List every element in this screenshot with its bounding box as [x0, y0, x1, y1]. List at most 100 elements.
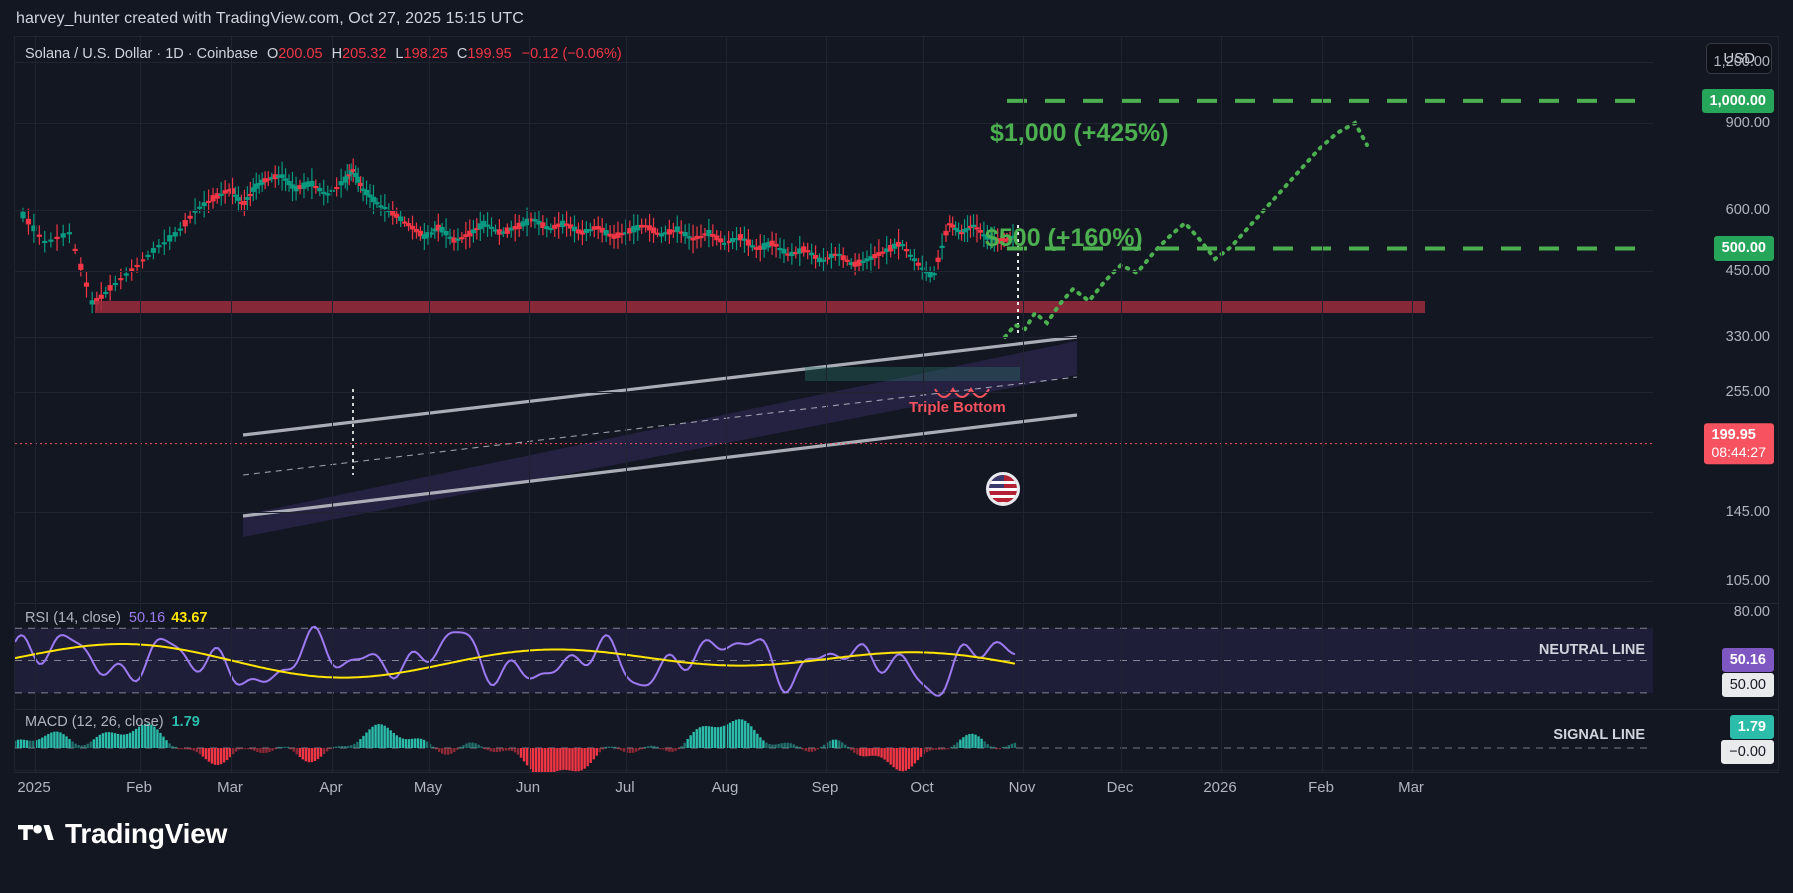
price-plot-area[interactable]: $1,000 (+425%) $500 (+160%) Triple Botto…	[15, 37, 1653, 602]
price-axis-label: 900.00	[1725, 115, 1770, 132]
macd-axis[interactable]: 1.79 −0.00	[1653, 710, 1778, 772]
vertical-gridline	[332, 710, 333, 772]
horizontal-gridline	[15, 209, 1653, 211]
vertical-gridline	[529, 710, 530, 772]
vertical-gridline	[826, 604, 827, 709]
vertical-gridline	[826, 37, 827, 602]
vertical-gridline	[826, 710, 827, 772]
symbol-legend: Solana / U.S. Dollar · 1D · Coinbase O200…	[25, 46, 622, 62]
vertical-gridline	[429, 37, 430, 602]
time-axis-label: Sep	[811, 779, 839, 796]
time-axis-label: Mar	[1398, 779, 1424, 796]
legend-sep-1: ·	[152, 46, 166, 62]
vertical-gridline	[1121, 710, 1122, 772]
rsi-plot-area[interactable]: NEUTRAL LINE	[15, 604, 1653, 709]
rsi-value: 50.16	[128, 610, 166, 626]
horizontal-gridline	[15, 62, 1653, 64]
chart-frame: $1,000 (+425%) $500 (+160%) Triple Botto…	[14, 36, 1779, 772]
vertical-gridline	[1412, 604, 1413, 709]
horizontal-gridline	[15, 511, 1653, 513]
vertical-gridline	[626, 37, 627, 602]
tradingview-logo[interactable]: TradingView	[18, 818, 227, 850]
price-axis-label: 600.00	[1725, 201, 1770, 218]
attribution-text: harvey_hunter created with TradingView.c…	[16, 10, 524, 27]
rsi-axis[interactable]: 80.00 50.16 50.00	[1653, 604, 1778, 709]
price-axis-label: 450.00	[1725, 262, 1770, 279]
horizontal-gridline	[15, 336, 1653, 338]
price-axis[interactable]: USD 1,200.00 900.00 600.00 450.00 330.00 255.…	[1653, 37, 1778, 602]
macd-value-badge: 1.79	[1729, 714, 1774, 740]
currency-button[interactable]: USD	[1706, 43, 1772, 74]
rsi-pane: NEUTRAL LINE 80.00 50.16 50.00 RSI (14, cl…	[15, 603, 1778, 709]
vertical-gridline	[1412, 37, 1413, 602]
vertical-gridline	[35, 710, 36, 772]
macd-plot-area[interactable]: SIGNAL LINE	[15, 710, 1653, 772]
macd-level-badge: −0.00	[1721, 739, 1774, 765]
time-axis-label: Oct	[910, 779, 934, 796]
price-badge: 500.00	[1713, 236, 1774, 261]
time-axis-label: Nov	[1008, 779, 1036, 796]
horizontal-gridline	[15, 270, 1653, 272]
macd-legend: MACD (12, 26, close) 1.79	[25, 714, 200, 730]
price-drawings	[15, 98, 1653, 537]
horizontal-gridline	[15, 391, 1653, 393]
time-axis-label: 2026	[1203, 779, 1237, 796]
vertical-gridline	[923, 710, 924, 772]
vertical-gridline	[923, 37, 924, 602]
macd-pane: SIGNAL LINE 1.79 −0.00 MACD (12, 26, clos…	[15, 709, 1778, 772]
change-value: −0.12 (−0.06%)	[521, 46, 622, 62]
high-value: 205.32	[342, 46, 387, 62]
price-axis-label: 145.00	[1725, 503, 1770, 520]
vertical-gridline	[140, 37, 141, 602]
us-flag-event-icon[interactable]	[986, 472, 1020, 506]
rsi-axis-label: 80.00	[1733, 604, 1770, 621]
triple-bottom-zone	[805, 367, 1020, 398]
rsi-title[interactable]: RSI (14, close)	[25, 610, 121, 626]
projection-path	[1003, 120, 1369, 339]
vertical-gridline	[1121, 37, 1122, 602]
close-key: C	[456, 46, 468, 62]
price-badge: 199.95 08:44:27	[1703, 422, 1774, 465]
time-axis-label: Jun	[515, 779, 541, 796]
macd-histogram	[15, 719, 1017, 772]
time-axis-label: Aug	[711, 779, 739, 796]
vertical-gridline	[1121, 604, 1122, 709]
rsi-legend: RSI (14, close) 50.16 43.67	[25, 610, 208, 626]
time-axis[interactable]: 2025 Feb Mar Apr May Jun Jul Aug Sep Oct Nov Dec 202…	[14, 772, 1779, 807]
macd-signal-line-label: SIGNAL LINE	[1553, 727, 1645, 743]
time-axis-label: Mar	[217, 779, 243, 796]
rsi-level-badge: 50.00	[1721, 673, 1774, 698]
triple-bottom-label: Triple Bottom	[909, 399, 1006, 416]
ascending-channel	[242, 335, 1078, 537]
symbol-name[interactable]: Solana / U.S. Dollar	[25, 46, 153, 62]
vertical-gridline	[923, 604, 924, 709]
close-value: 199.95	[467, 46, 512, 62]
vertical-gridline	[726, 604, 727, 709]
vertical-gridline	[1221, 710, 1222, 772]
interval-label[interactable]: 1D	[165, 46, 184, 62]
rsi-drawings	[15, 625, 1653, 697]
rsi-neutral-line-label: NEUTRAL LINE	[1538, 642, 1645, 658]
vertical-gridline	[626, 604, 627, 709]
tradingview-wordmark: TradingView	[65, 818, 228, 849]
time-axis-label: Dec	[1106, 779, 1134, 796]
vertical-gridline	[1322, 604, 1323, 709]
exchange-label: Coinbase	[196, 46, 258, 62]
time-axis-label: 2025	[17, 779, 51, 796]
time-axis-label: Apr	[319, 779, 343, 796]
vertical-gridline	[1023, 710, 1024, 772]
vertical-gridline	[1023, 37, 1024, 602]
vertical-gridline	[140, 710, 141, 772]
macd-title[interactable]: MACD (12, 26, close)	[25, 714, 164, 730]
vertical-gridline	[726, 37, 727, 602]
price-axis-label: 330.00	[1725, 328, 1770, 345]
vertical-gridline	[529, 37, 530, 602]
horizontal-gridline	[15, 123, 1653, 125]
target-levels	[1007, 98, 1653, 251]
candlestick-series	[20, 158, 1016, 314]
vertical-gridline	[35, 37, 36, 602]
tradingview-mark-icon	[18, 824, 54, 840]
time-axis-label: Feb	[126, 779, 152, 796]
rsi-ma-line	[15, 643, 1016, 679]
